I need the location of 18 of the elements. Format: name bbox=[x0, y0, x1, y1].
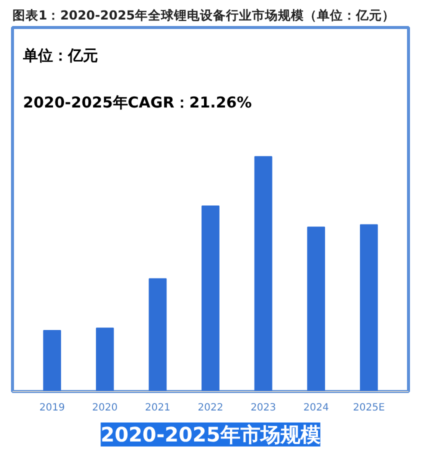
bar bbox=[307, 226, 326, 392]
x-tick-label: 2022 bbox=[198, 402, 224, 414]
x-tick-label: 2021 bbox=[144, 402, 170, 414]
bar bbox=[254, 156, 272, 392]
bar bbox=[360, 224, 378, 392]
bar bbox=[148, 278, 167, 392]
bar bbox=[96, 328, 114, 392]
x-tick-label: 2025E bbox=[353, 402, 385, 414]
bar bbox=[202, 205, 220, 392]
text: 2020-2025年CAGR：21.26% bbox=[23, 94, 252, 112]
x-tick-label: 2019 bbox=[39, 402, 65, 414]
bar bbox=[43, 330, 62, 392]
x-axis-title: 2020-2025年市场规模 bbox=[100, 422, 320, 446]
text: 单位：亿元 bbox=[22, 46, 98, 65]
x-tick-label: 2023 bbox=[250, 402, 276, 414]
x-tick-label: 2024 bbox=[303, 402, 329, 414]
x-tick-label: 2020 bbox=[92, 402, 118, 414]
chart-title: 图表1：2020-2025年全球锂电设备行业市场规模（单位：亿元） bbox=[12, 8, 395, 22]
